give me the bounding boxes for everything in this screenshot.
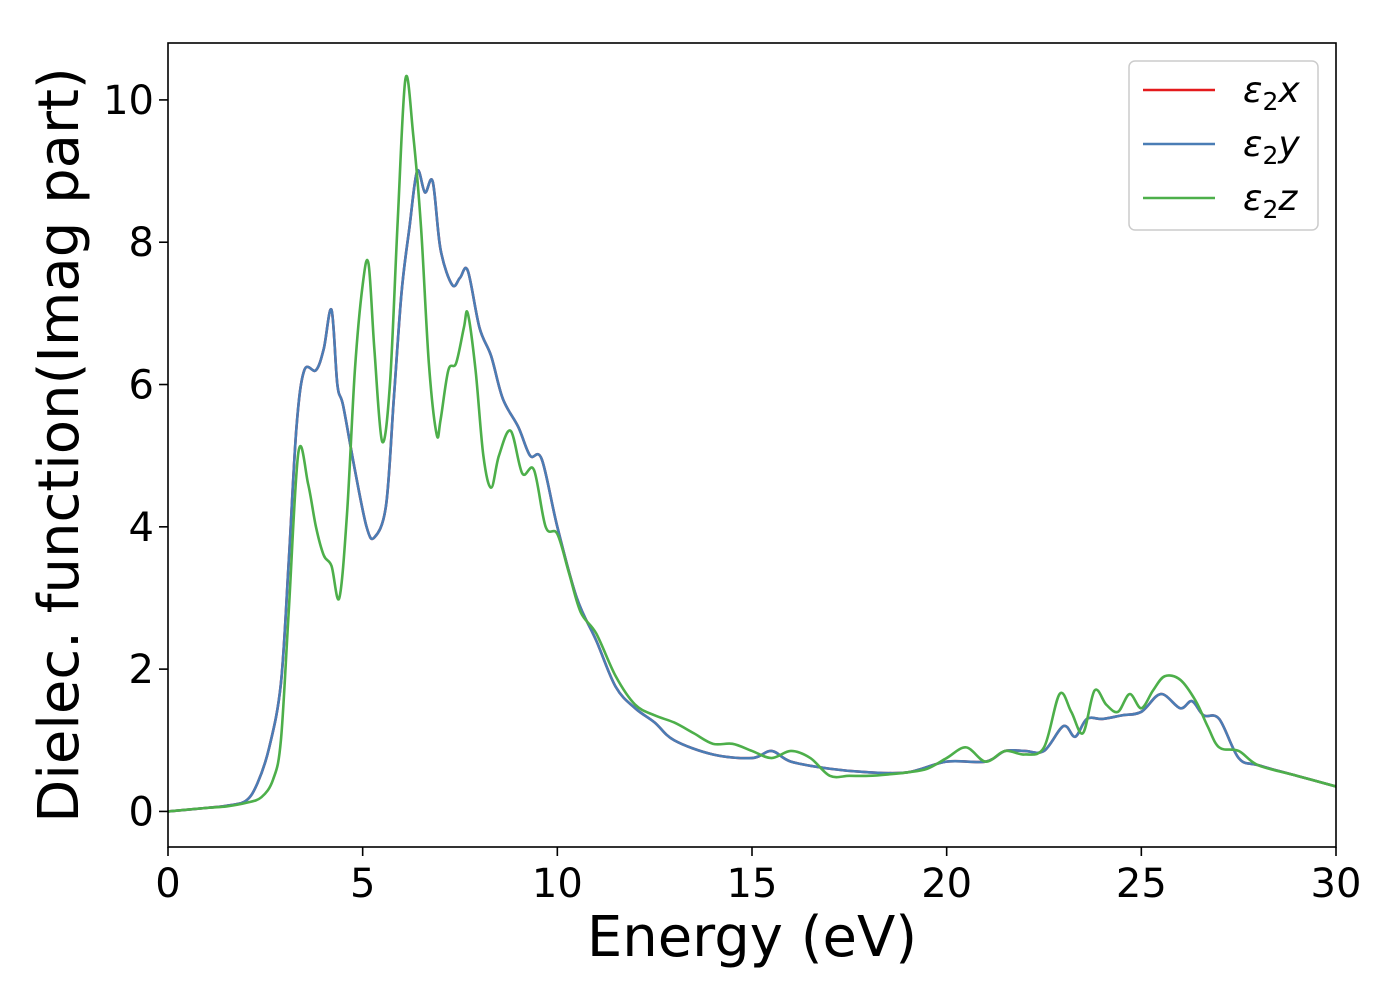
y-tick-label: 10: [103, 78, 154, 124]
x-tick-label: 0: [155, 861, 180, 907]
x-tick-label: 25: [1116, 861, 1167, 907]
x-tick-label: 10: [532, 861, 583, 907]
series-line-z: [168, 74, 1336, 813]
legend-label-y: ε2y: [1243, 124, 1300, 170]
y-tick-label: 4: [129, 505, 154, 551]
y-tick-label: 0: [129, 789, 154, 835]
x-tick-label: 15: [727, 861, 778, 907]
y-tick-label: 8: [129, 220, 154, 266]
legend-label-z: ε2z: [1243, 178, 1298, 224]
series-line-y: [168, 168, 1336, 813]
y-axis-ticks: 0 2 4 6 8 10: [103, 78, 168, 835]
y-tick-label: 2: [129, 647, 154, 693]
x-tick-label: 20: [921, 861, 972, 907]
y-axis-title: Dielec. function(Imag part): [27, 67, 92, 823]
x-axis-ticks: 0 5 10 15 20 25 30: [155, 847, 1361, 907]
x-axis-title: Energy (eV): [587, 905, 917, 970]
legend: ε2x ε2y ε2z: [1128, 60, 1319, 231]
x-tick-label: 30: [1311, 861, 1362, 907]
y-tick-label: 6: [129, 363, 154, 409]
legend-box: [1128, 60, 1319, 231]
series-layer: [168, 74, 1336, 813]
x-tick-label: 5: [350, 861, 375, 907]
legend-label-x: ε2x: [1243, 70, 1300, 116]
